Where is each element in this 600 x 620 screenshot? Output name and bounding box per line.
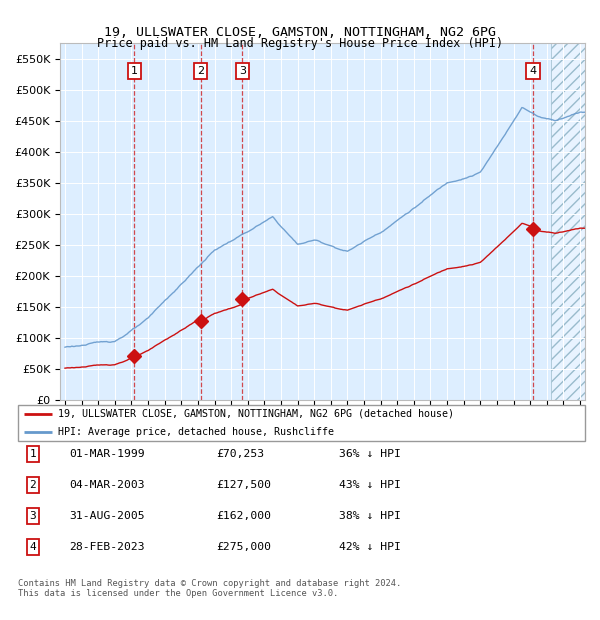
Text: 2: 2 [197,66,204,76]
Text: 4: 4 [29,542,37,552]
Text: 3: 3 [239,66,246,76]
Text: 19, ULLSWATER CLOSE, GAMSTON, NOTTINGHAM, NG2 6PG: 19, ULLSWATER CLOSE, GAMSTON, NOTTINGHAM… [104,26,496,39]
Text: 36% ↓ HPI: 36% ↓ HPI [339,449,401,459]
Text: 28-FEB-2023: 28-FEB-2023 [69,542,145,552]
Text: £275,000: £275,000 [216,542,271,552]
Text: £162,000: £162,000 [216,511,271,521]
Text: 3: 3 [29,511,37,521]
Text: 4: 4 [529,66,536,76]
Text: £127,500: £127,500 [216,480,271,490]
Text: 31-AUG-2005: 31-AUG-2005 [69,511,145,521]
Bar [551,43,585,400]
Bar [551,43,585,400]
Text: 1: 1 [29,449,37,459]
Text: 01-MAR-1999: 01-MAR-1999 [69,449,145,459]
Text: Price paid vs. HM Land Registry's House Price Index (HPI): Price paid vs. HM Land Registry's House … [97,37,503,50]
Text: £70,253: £70,253 [216,449,264,459]
Text: Contains HM Land Registry data © Crown copyright and database right 2024.: Contains HM Land Registry data © Crown c… [18,578,401,588]
Text: This data is licensed under the Open Government Licence v3.0.: This data is licensed under the Open Gov… [18,588,338,598]
FancyBboxPatch shape [18,405,585,441]
Text: 04-MAR-2003: 04-MAR-2003 [69,480,145,490]
Text: 43% ↓ HPI: 43% ↓ HPI [339,480,401,490]
Text: 1: 1 [131,66,138,76]
Text: HPI: Average price, detached house, Rushcliffe: HPI: Average price, detached house, Rush… [58,427,334,438]
Text: 2: 2 [29,480,37,490]
Text: 38% ↓ HPI: 38% ↓ HPI [339,511,401,521]
Text: 19, ULLSWATER CLOSE, GAMSTON, NOTTINGHAM, NG2 6PG (detached house): 19, ULLSWATER CLOSE, GAMSTON, NOTTINGHAM… [58,409,454,419]
Text: 42% ↓ HPI: 42% ↓ HPI [339,542,401,552]
